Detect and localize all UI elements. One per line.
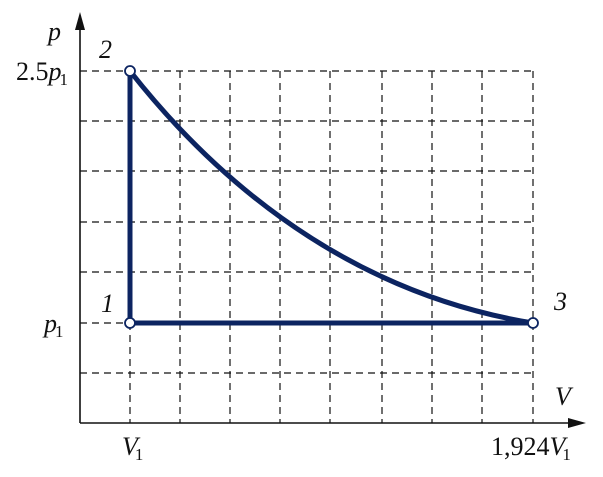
- x-axis-label: V: [555, 382, 574, 411]
- state-point: [527, 317, 539, 329]
- cycle: [127, 68, 536, 326]
- label-part: 1: [562, 445, 571, 464]
- axes: [75, 12, 586, 428]
- point-label: 3: [553, 287, 567, 316]
- label-part: V: [550, 432, 569, 461]
- y-tick-label: p1: [42, 309, 64, 341]
- y-axis-label: p: [46, 17, 61, 46]
- label-part: V: [122, 432, 141, 461]
- label-part: 2.5: [16, 57, 49, 86]
- label-part: p: [47, 57, 62, 86]
- state-point: [124, 317, 136, 329]
- label-part: 1: [60, 70, 69, 89]
- label-part: 1,924: [491, 432, 550, 461]
- x-tick-label: 1,924V1: [491, 432, 571, 464]
- state-point: [124, 65, 136, 77]
- y-tick-label: 2.5p1: [16, 57, 68, 89]
- x-tick-label: V1: [122, 432, 143, 464]
- label-part: 1: [135, 445, 144, 464]
- point-label: 1: [101, 289, 114, 318]
- label-part: p: [42, 309, 57, 338]
- label-part: 1: [55, 322, 64, 341]
- point-label: 2: [99, 35, 112, 64]
- grid: [80, 70, 534, 423]
